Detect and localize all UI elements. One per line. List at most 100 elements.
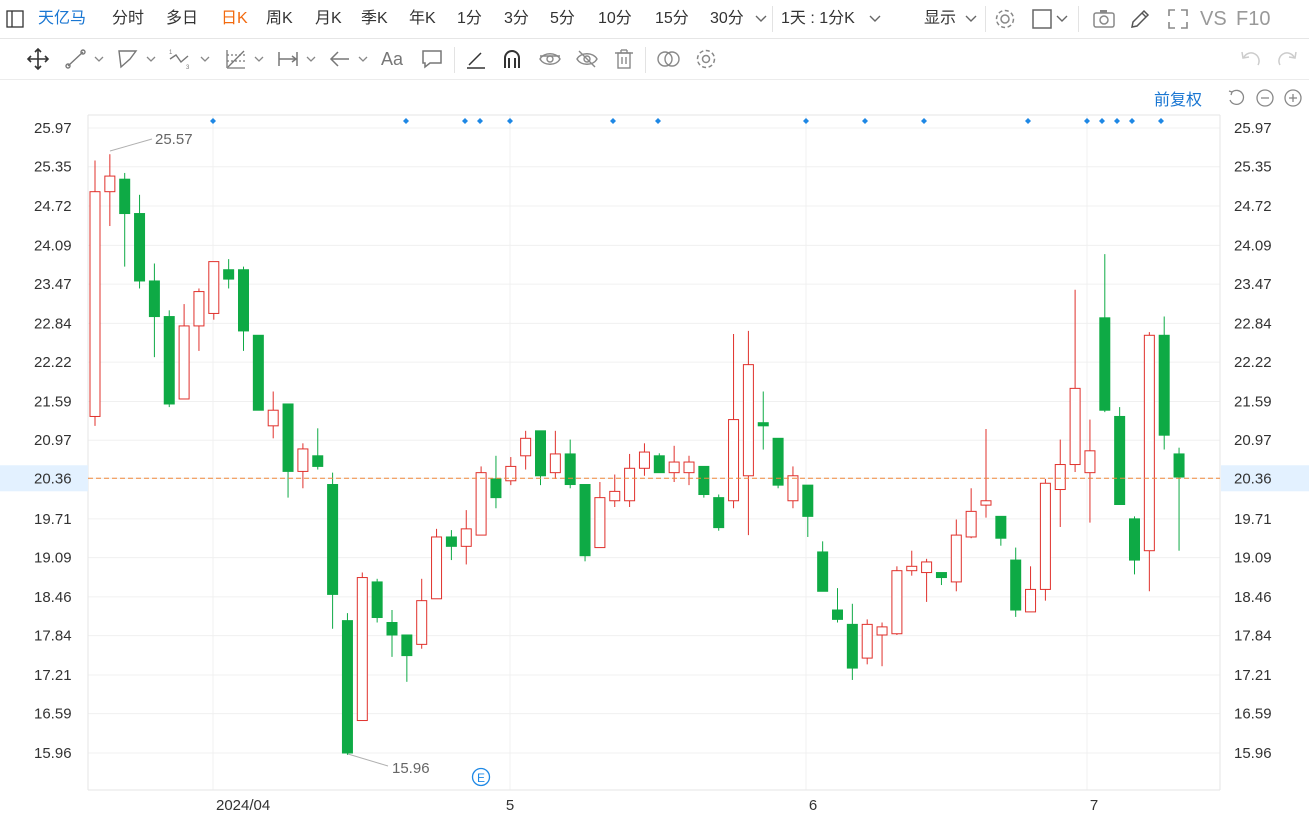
period-tab[interactable]: 3分 (504, 10, 529, 27)
compare-icon[interactable] (656, 47, 680, 71)
comment-icon[interactable] (420, 47, 444, 71)
fullscreen-icon[interactable] (1166, 7, 1190, 31)
event-e-label[interactable]: E (477, 771, 485, 785)
candle-body (638, 451, 650, 469)
event-marker[interactable] (477, 118, 483, 124)
period-tab[interactable]: 30分 (710, 10, 744, 27)
event-marker[interactable] (462, 118, 468, 124)
settings-icon[interactable] (694, 47, 718, 71)
period-tab[interactable]: 10分 (598, 10, 632, 27)
text-tool-icon[interactable]: Aa (381, 49, 404, 69)
adjust-mode-button[interactable]: 前复权 (1154, 92, 1203, 109)
y-tick-label: 21.59 (1234, 393, 1272, 410)
low-price-label: 15.96 (392, 760, 430, 777)
event-marker[interactable] (1158, 118, 1164, 124)
period-tab[interactable]: 分时 (112, 10, 145, 27)
delete-icon[interactable] (612, 47, 636, 71)
candle-body (995, 515, 1007, 539)
candle (861, 619, 873, 665)
undo-icon[interactable] (1238, 47, 1262, 71)
camera-icon[interactable] (1092, 7, 1116, 31)
event-marker[interactable] (507, 118, 513, 124)
vs-compare-button[interactable]: VS (1200, 8, 1227, 30)
candle (787, 466, 799, 509)
period-tab[interactable]: 15分 (655, 10, 689, 27)
range-selector[interactable]: 1天 : 1分K (781, 10, 855, 27)
hide-icon[interactable] (575, 47, 599, 71)
period-tab[interactable]: 周K (266, 10, 293, 27)
zoom-in-icon[interactable] (1283, 88, 1303, 108)
x-tick-label: 6 (809, 797, 817, 814)
y-tick-label: 16.59 (34, 706, 72, 723)
pencil-icon[interactable] (1128, 7, 1152, 31)
candle (624, 453, 636, 507)
chevron-down-icon[interactable] (254, 47, 264, 71)
candle (252, 334, 264, 411)
event-marker[interactable] (1114, 118, 1120, 124)
candle (564, 439, 576, 489)
period-tab[interactable]: 日K (221, 10, 248, 27)
event-marker[interactable] (1129, 118, 1135, 124)
price-tag-left (0, 465, 88, 492)
event-marker[interactable] (210, 118, 216, 124)
period-tab[interactable]: 月K (315, 10, 342, 27)
y-tick-label: 18.46 (34, 589, 72, 606)
candle-body (267, 409, 279, 427)
settings-gear-icon[interactable] (993, 7, 1017, 31)
chevron-down-icon[interactable] (306, 47, 316, 71)
brush-icon[interactable] (464, 47, 488, 71)
arrow-tool-icon[interactable] (328, 47, 352, 71)
polygon-tool-icon[interactable] (116, 47, 140, 71)
period-tab[interactable]: 年K (409, 10, 436, 27)
display-menu[interactable]: 显示 (924, 10, 957, 27)
period-tab[interactable]: 5分 (550, 10, 575, 27)
y-tick-label: 19.09 (34, 550, 72, 567)
event-marker[interactable] (803, 118, 809, 124)
lock-eye-icon[interactable] (538, 47, 562, 71)
line-tool-icon[interactable] (64, 47, 88, 71)
period-tab[interactable]: 1分 (457, 10, 482, 27)
candle (980, 428, 992, 518)
zoom-out-icon[interactable] (1255, 88, 1275, 108)
event-marker[interactable] (1084, 118, 1090, 124)
f10-button[interactable]: F10 (1236, 8, 1271, 30)
candle-body (950, 534, 962, 583)
event-marker[interactable] (921, 118, 927, 124)
reset-icon[interactable] (1226, 88, 1246, 108)
chevron-down-icon[interactable] (94, 47, 104, 71)
layout-square-icon[interactable] (1031, 7, 1055, 31)
y-axis-left: 25.97 25.35 24.72 24.09 23.47 22.84 22.22 21.59… (34, 120, 72, 762)
period-tab[interactable]: 季K (361, 10, 388, 27)
period-tab[interactable]: 多日 (166, 10, 199, 27)
candle-body (1114, 415, 1126, 505)
magnet-icon[interactable] (500, 47, 524, 71)
event-marker[interactable] (403, 118, 409, 124)
event-marker[interactable] (655, 118, 661, 124)
redo-icon[interactable] (1276, 47, 1300, 71)
move-icon[interactable] (26, 47, 50, 71)
candle (638, 443, 650, 476)
chevron-down-icon[interactable] (146, 47, 156, 71)
event-marker[interactable] (1025, 118, 1031, 124)
event-marker[interactable] (1099, 118, 1105, 124)
fibonacci-tool-icon[interactable] (224, 47, 248, 71)
event-marker[interactable] (610, 118, 616, 124)
range-tool-icon[interactable] (276, 47, 300, 71)
stock-name[interactable]: 天亿马 (38, 10, 87, 27)
event-e-icon[interactable] (471, 767, 491, 787)
chevron-down-icon[interactable] (754, 12, 768, 26)
chevron-down-icon[interactable] (200, 47, 210, 71)
chevron-down-icon[interactable] (868, 12, 882, 26)
candle (1054, 439, 1066, 527)
y-tick-label: 24.09 (1234, 237, 1272, 254)
chevron-down-icon[interactable] (964, 12, 978, 26)
sidebar-toggle-icon[interactable] (6, 10, 24, 28)
candle (535, 430, 546, 486)
candle-body (297, 448, 309, 472)
chevron-down-icon[interactable] (1055, 12, 1069, 26)
candlestick-chart[interactable]: 25.97 25.35 24.72 24.09 23.47 22.84 22.22 21.59… (0, 110, 1309, 834)
event-markers[interactable]: E (210, 118, 1164, 787)
chevron-down-icon[interactable] (358, 47, 368, 71)
event-marker[interactable] (862, 118, 868, 124)
